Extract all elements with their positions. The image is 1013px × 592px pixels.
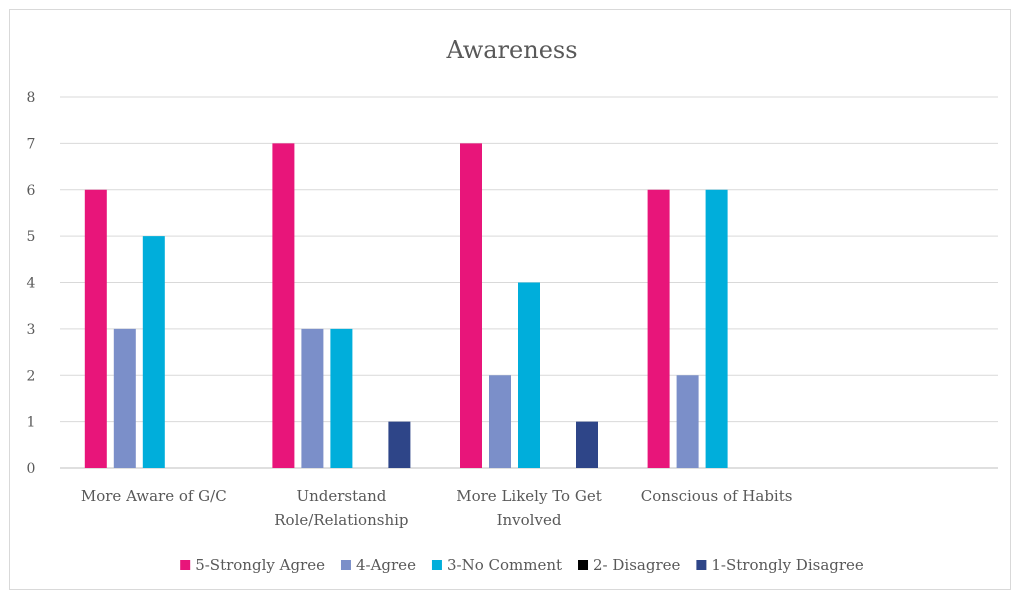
- bar: [489, 375, 511, 468]
- legend-swatch: [696, 560, 707, 570]
- bar: [518, 282, 540, 468]
- y-tick-label: 3: [27, 322, 36, 338]
- x-category-label: Understand Role/Relationship: [274, 487, 408, 529]
- gridlines: [60, 96, 998, 469]
- chart-frame: [9, 9, 1011, 590]
- bar: [84, 189, 107, 468]
- x-category-label: More Aware of G/C: [81, 487, 227, 505]
- legend-label: 2- Disagree: [593, 556, 680, 574]
- legend-swatch: [340, 560, 351, 570]
- bars: [84, 143, 728, 468]
- legend-swatch: [180, 560, 191, 570]
- legend-label: 3-No Comment: [447, 556, 562, 574]
- y-tick-label: 7: [27, 136, 36, 152]
- chart-title: Awareness: [445, 36, 577, 64]
- y-tick-label: 8: [27, 90, 36, 106]
- y-axis-ticks: 0 1 2 3 4 5 6 7 8: [27, 90, 36, 477]
- bar: [142, 236, 165, 468]
- bar: [647, 189, 670, 468]
- bar: [388, 421, 411, 468]
- legend-swatch: [431, 560, 442, 570]
- x-axis-categories: More Aware of G/C Understand Role/Relation…: [81, 487, 793, 529]
- y-tick-label: 5: [27, 229, 36, 245]
- bar: [330, 328, 353, 468]
- y-tick-label: 0: [27, 461, 36, 477]
- x-category-label: Conscious of Habits: [641, 487, 793, 505]
- bar: [272, 143, 295, 468]
- y-tick-label: 2: [27, 368, 36, 384]
- legend-label: 4-Agree: [356, 556, 416, 574]
- legend-label: 1-Strongly Disagree: [711, 556, 864, 574]
- legend: 5-Strongly Agree 4-Agree 3-No Comment 2- Di…: [180, 556, 864, 574]
- bar: [301, 328, 324, 468]
- y-tick-label: 6: [27, 183, 36, 199]
- x-category-label: More Likely To Get Involved: [456, 487, 602, 529]
- legend-label: 5-Strongly Agree: [195, 556, 325, 574]
- bar: [576, 421, 598, 468]
- y-tick-label: 4: [27, 276, 36, 292]
- y-tick-label: 1: [27, 415, 36, 431]
- bar: [676, 375, 699, 468]
- legend-swatch: [578, 560, 589, 570]
- bar: [460, 143, 482, 468]
- bar: [705, 189, 728, 468]
- bar: [113, 328, 136, 468]
